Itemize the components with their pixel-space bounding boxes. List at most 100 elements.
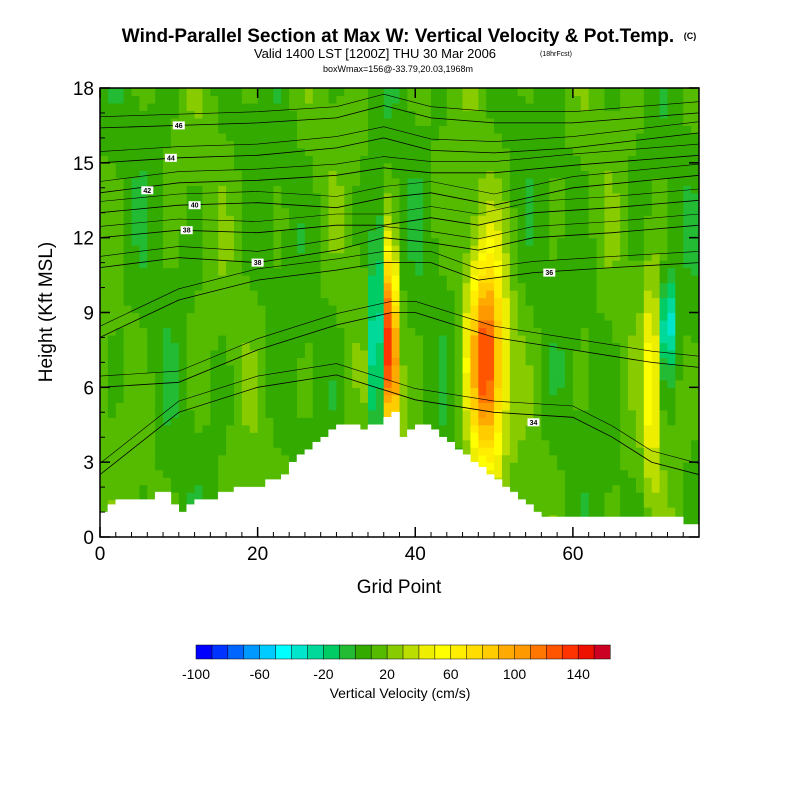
- field-cell: [580, 432, 590, 441]
- field-cell: [163, 88, 172, 97]
- field-cell: [565, 454, 574, 463]
- field-cell: [509, 207, 519, 216]
- field-cell: [470, 230, 479, 239]
- field-cell: [462, 252, 472, 261]
- field-cell: [509, 117, 519, 127]
- field-cell: [107, 499, 117, 508]
- field-cell: [675, 477, 684, 486]
- field-cell: [549, 177, 558, 186]
- field-cell: [186, 342, 196, 351]
- field-cell: [297, 439, 306, 448]
- field-cell: [509, 342, 519, 351]
- field-cell: [659, 334, 669, 344]
- contour-label-bg: [141, 186, 154, 195]
- field-cell: [478, 387, 487, 396]
- field-cell: [367, 357, 377, 366]
- field-cell: [470, 432, 479, 441]
- field-cell: [336, 357, 345, 366]
- field-cell: [131, 252, 141, 261]
- field-cell: [438, 230, 448, 239]
- field-cell: [131, 409, 141, 418]
- field-cell: [691, 439, 699, 448]
- field-cell: [517, 147, 527, 156]
- field-cell: [344, 117, 353, 127]
- field-cell: [328, 215, 338, 224]
- field-cell: [297, 155, 306, 164]
- field-cell: [147, 439, 156, 448]
- field-cell: [431, 140, 440, 149]
- field-cell: [218, 162, 227, 171]
- field-cell: [218, 147, 227, 156]
- field-cell: [336, 200, 345, 209]
- field-cell: [667, 132, 676, 141]
- field-cell: [265, 252, 274, 261]
- field-cell: [375, 88, 385, 97]
- field-cell: [588, 237, 598, 246]
- field-cell: [241, 215, 251, 224]
- field-cell: [163, 334, 172, 344]
- field-cell: [304, 275, 314, 284]
- field-cell: [431, 88, 440, 97]
- field-cell: [123, 95, 133, 104]
- field-cell: [501, 207, 511, 216]
- field-cell: [667, 394, 676, 403]
- field-cell: [541, 364, 550, 373]
- field-cell: [446, 170, 456, 179]
- field-cell: [533, 177, 542, 186]
- field-cell: [360, 290, 369, 299]
- field-cell: [494, 147, 503, 156]
- field-cell: [501, 462, 511, 471]
- field-cell: [312, 200, 322, 209]
- field-cell: [596, 469, 606, 478]
- field-cell: [178, 379, 188, 388]
- field-cell: [273, 342, 282, 351]
- field-cell: [367, 215, 377, 224]
- field-cell: [226, 110, 235, 119]
- field-cell: [202, 372, 211, 381]
- field-cell: [139, 364, 148, 373]
- field-cell: [565, 170, 574, 179]
- field-cell: [478, 177, 487, 186]
- field-cell: [383, 155, 393, 164]
- field-cell: [367, 349, 377, 358]
- field-cell: [163, 95, 172, 104]
- field-cell: [541, 192, 550, 201]
- field-cell: [163, 379, 172, 388]
- field-cell: [163, 342, 172, 351]
- field-cell: [367, 125, 377, 134]
- field-cell: [399, 207, 408, 216]
- field-cell: [446, 155, 456, 164]
- field-cell: [486, 357, 495, 366]
- field-cell: [549, 110, 558, 119]
- field-cell: [281, 327, 290, 336]
- field-cell: [572, 499, 582, 508]
- field-cell: [399, 334, 408, 344]
- field-cell: [249, 342, 259, 351]
- field-cell: [431, 230, 440, 239]
- field-cell: [438, 275, 448, 284]
- field-cell: [517, 297, 527, 306]
- field-cell: [517, 439, 527, 448]
- field-cell: [643, 185, 653, 194]
- field-cell: [328, 222, 338, 231]
- field-cell: [517, 349, 527, 358]
- field-cell: [273, 402, 282, 411]
- field-cell: [123, 222, 133, 231]
- field-cell: [541, 334, 550, 344]
- field-cell: [273, 424, 282, 433]
- field-cell: [691, 342, 699, 351]
- field-cell: [241, 424, 251, 433]
- field-cell: [525, 275, 535, 284]
- field-cell: [486, 237, 495, 246]
- field-cell: [178, 454, 188, 463]
- field-cell: [486, 222, 495, 231]
- field-cell: [628, 222, 637, 231]
- field-cell: [438, 432, 448, 441]
- field-cell: [659, 207, 669, 216]
- field-cell: [462, 372, 472, 381]
- field-cell: [446, 297, 456, 306]
- field-cell: [517, 402, 527, 411]
- field-cell: [170, 162, 180, 171]
- field-cell: [194, 185, 204, 194]
- field-cell: [297, 327, 306, 336]
